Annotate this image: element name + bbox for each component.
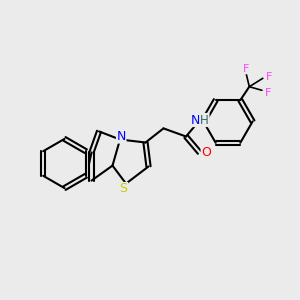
Text: F: F: [265, 88, 271, 98]
Text: S: S: [120, 182, 128, 196]
Text: N: N: [190, 113, 200, 127]
Text: F: F: [266, 72, 272, 82]
Text: F: F: [243, 64, 250, 74]
Text: O: O: [201, 146, 211, 159]
Text: N: N: [116, 130, 126, 143]
Text: H: H: [200, 113, 209, 127]
